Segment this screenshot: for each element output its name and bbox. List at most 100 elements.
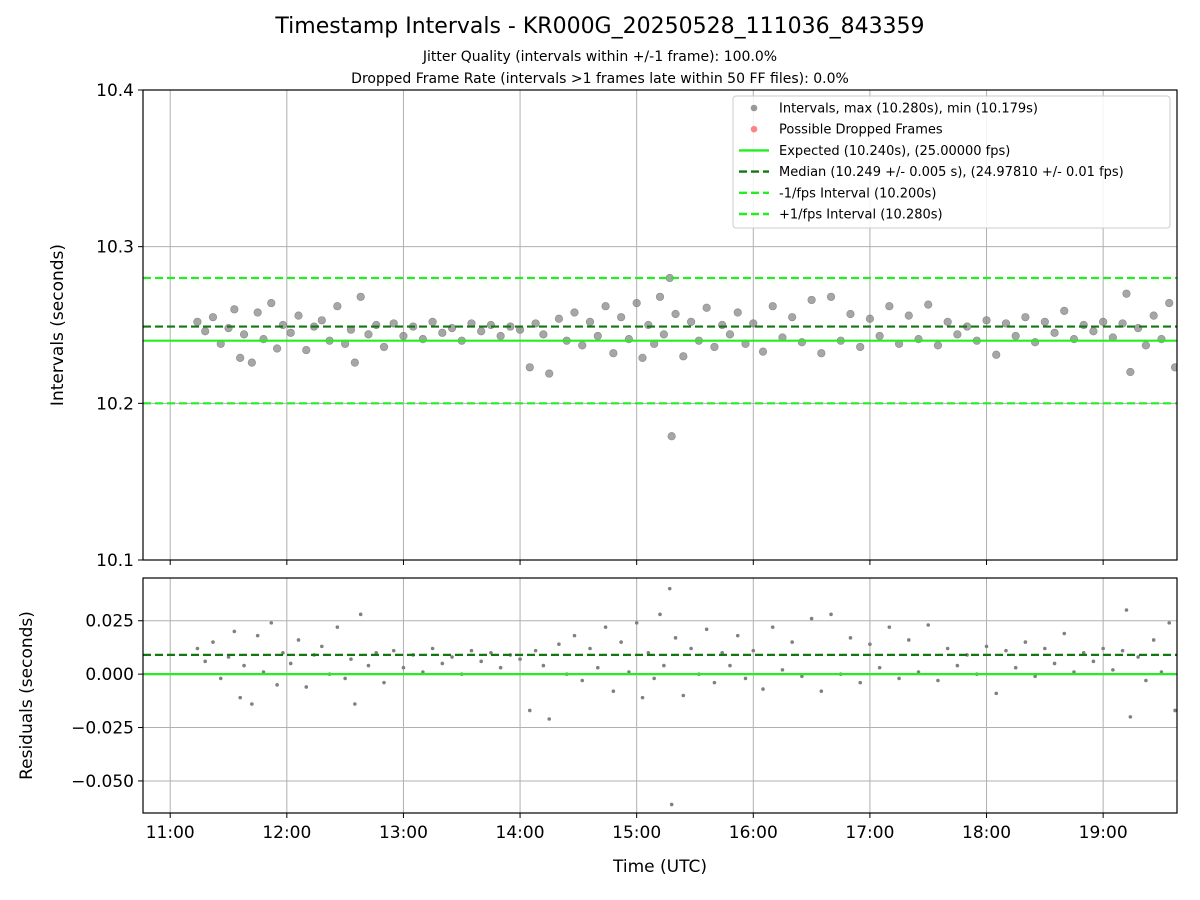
interval-point	[758, 347, 768, 356]
intervals-plot-area	[143, 273, 1177, 441]
interval-point	[686, 317, 696, 326]
residual-point	[819, 689, 824, 694]
residual-point	[335, 625, 340, 629]
residual-point	[374, 650, 379, 655]
residual-point	[401, 665, 406, 670]
interval-point	[389, 319, 398, 328]
residual-point	[469, 648, 474, 653]
interval-point	[609, 349, 618, 358]
residual-point	[588, 646, 592, 651]
interval-point	[539, 330, 548, 339]
interval-point	[554, 314, 564, 323]
residual-point	[720, 650, 724, 655]
residual-point	[1081, 650, 1086, 655]
residual-point	[646, 650, 651, 655]
x-tick-label: 14:00	[496, 823, 545, 843]
interval-point	[679, 352, 688, 361]
interval-point	[749, 319, 758, 328]
interval-point	[399, 331, 408, 341]
x-tick-label: 13:00	[379, 823, 428, 843]
interval-point	[638, 353, 647, 363]
residual-point	[640, 695, 645, 700]
interval-point	[875, 331, 884, 341]
residual-point	[673, 636, 678, 640]
residual-point	[743, 676, 748, 681]
interval-point	[379, 342, 389, 352]
residual-point	[541, 663, 546, 668]
x-tick-label: 17:00	[845, 823, 894, 843]
x-tick-label: 12:00	[262, 823, 311, 843]
residual-point	[936, 678, 940, 683]
jitter-quality-subtitle: Jitter Quality (intervals within +/-1 fr…	[422, 49, 778, 65]
residual-point	[349, 657, 353, 661]
interval-point	[286, 328, 295, 337]
intervals-axes-frame	[142, 89, 1178, 561]
interval-point	[1165, 298, 1174, 308]
interval-point	[953, 330, 962, 339]
interval-point	[826, 292, 836, 301]
interval-point	[208, 313, 218, 322]
residual-point	[1004, 648, 1008, 653]
residual-point	[320, 644, 324, 649]
y-tick-label: −0.050	[71, 772, 134, 792]
interval-point	[702, 303, 711, 312]
residual-point	[858, 680, 862, 685]
y-tick-label: 10.4	[96, 81, 134, 101]
residual-point	[1136, 655, 1140, 659]
residual-point	[780, 668, 785, 672]
interval-point	[593, 331, 602, 341]
residual-point	[596, 665, 600, 670]
residual-point	[761, 687, 765, 691]
residual-point	[603, 625, 608, 629]
interval-point	[601, 302, 610, 311]
residual-point	[984, 644, 989, 649]
interval-point	[982, 316, 991, 325]
residual-point	[735, 633, 740, 638]
interval-point	[294, 311, 303, 320]
interval-point	[585, 317, 595, 326]
legend-marker	[750, 104, 758, 112]
interval-point	[1040, 317, 1049, 326]
residuals-axes-frame	[142, 577, 1178, 814]
interval-point	[356, 292, 365, 301]
interval-point	[570, 308, 579, 317]
interval-point	[253, 308, 262, 317]
interval-point	[496, 331, 505, 341]
residual-point	[304, 685, 309, 689]
interval-point	[267, 298, 276, 308]
residual-point	[1091, 659, 1096, 664]
residual-point	[829, 612, 833, 617]
residual-point	[868, 642, 872, 647]
interval-point	[1099, 317, 1108, 326]
residuals-plot-area	[143, 586, 1177, 807]
y-tick-label: 10.1	[96, 551, 134, 571]
legend-label: -1/fps Interval (10.200s)	[779, 186, 936, 201]
x-tick-label: 18:00	[962, 823, 1011, 843]
interval-point	[617, 313, 626, 322]
y-tick-label: 0.025	[85, 612, 134, 632]
interval-point	[788, 313, 797, 322]
residual-point	[662, 663, 666, 668]
residual-point	[255, 633, 260, 638]
x-tick-label: 19:00	[1079, 823, 1128, 843]
interval-point	[545, 369, 554, 378]
residual-point	[489, 650, 493, 655]
interval-point	[428, 317, 437, 326]
residual-point	[848, 636, 853, 640]
interval-point	[933, 341, 943, 350]
interval-point	[846, 309, 855, 319]
interval-point	[230, 305, 239, 314]
y-tick-label: −0.025	[71, 719, 134, 739]
residual-point	[533, 648, 538, 653]
interval-point	[247, 358, 256, 367]
interval-point	[885, 302, 894, 311]
interval-point	[671, 309, 680, 319]
residual-point	[1144, 678, 1148, 683]
interval-point	[710, 342, 719, 352]
dropped-frame-rate-subtitle: Dropped Frame Rate (intervals >1 frames …	[351, 71, 849, 87]
legend-label: +1/fps Interval (10.280s)	[779, 208, 943, 223]
interval-point	[992, 350, 1001, 359]
interval-point	[193, 317, 202, 326]
